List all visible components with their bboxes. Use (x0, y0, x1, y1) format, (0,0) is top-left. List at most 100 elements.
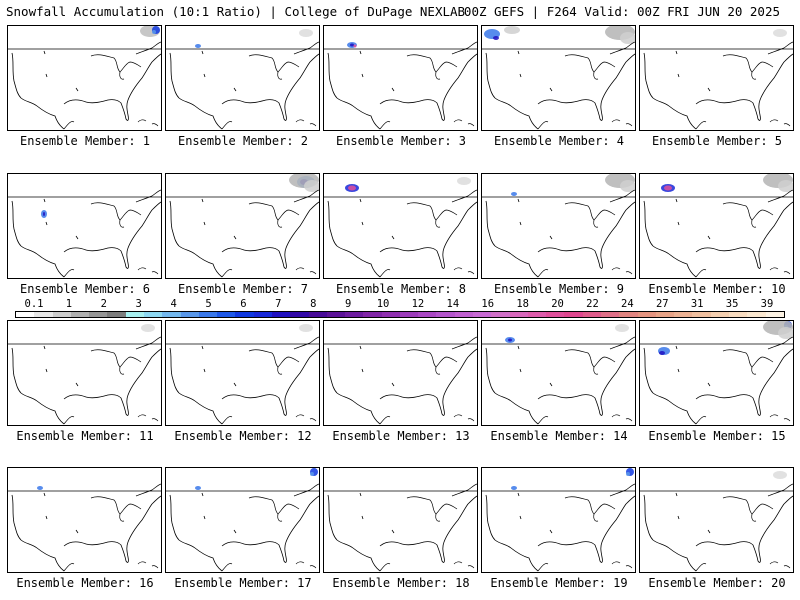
ensemble-member-label: Ensemble Member: 13 (332, 429, 470, 443)
ensemble-member-map (7, 25, 162, 131)
colorbar-swatch (89, 312, 108, 317)
ensemble-member-map (7, 173, 162, 279)
map-svg (8, 483, 161, 572)
colorbar-swatch (619, 312, 638, 317)
ensemble-member-label: Ensemble Member: 14 (490, 429, 628, 443)
ensemble-member-label: Ensemble Member: 19 (490, 576, 628, 590)
colorbar-swatch (655, 312, 675, 317)
ensemble-member-map (165, 467, 320, 573)
ensemble-member-map (165, 320, 320, 426)
ensemble-member-map (481, 25, 636, 131)
colorbar-tick-label: 4 (170, 298, 177, 310)
colorbar-swatch (509, 312, 528, 317)
colorbar-tick-label: 27 (655, 298, 669, 310)
colorbar-swatch (728, 312, 748, 317)
colorbar-swatch (125, 312, 144, 317)
colorbar-swatch (107, 312, 126, 317)
colorbar-swatch (765, 312, 784, 317)
colorbar-swatch (162, 312, 181, 317)
colorbar-swatch (308, 312, 327, 317)
map-svg (640, 174, 793, 278)
colorbar-tick-label: 10 (376, 298, 390, 310)
map-svg (8, 189, 161, 278)
map-svg (640, 29, 793, 130)
ensemble-member-map (7, 320, 162, 426)
colorbar-swatch (436, 312, 455, 317)
colorbar-tick-label: 35 (725, 298, 739, 310)
colorbar-swatch (363, 312, 382, 317)
colorbar-tick-label: 24 (621, 298, 634, 310)
ensemble-member-label: Ensemble Member: 5 (651, 134, 783, 148)
colorbar-swatch (747, 312, 766, 317)
ensemble-member-map (639, 467, 794, 573)
colorbar-swatch (271, 312, 291, 317)
colorbar-tick-label: 12 (411, 298, 425, 310)
colorbar-tick-label: 14 (446, 298, 460, 310)
map-svg (482, 174, 635, 278)
colorbar-swatch (710, 312, 729, 317)
colorbar-tick-label: 0.1 (24, 298, 44, 310)
ensemble-member-map (639, 320, 794, 426)
colorbar-swatch (217, 312, 236, 317)
colorbar-swatch (52, 312, 71, 317)
colorbar-tick-labels: 0.1 1 2 3 4 5 6 7 8 9 10 12 14 16 18 20 22 24 27 31 35 39 (15, 298, 785, 310)
ensemble-member-map (639, 173, 794, 279)
ensemble-member-map (639, 25, 794, 131)
ensemble-member-label: Ensemble Member: 17 (174, 576, 312, 590)
colorbar-swatch (235, 312, 254, 317)
colorbar-tick-label: 22 (586, 298, 599, 310)
colorbar-swatch (564, 312, 583, 317)
ensemble-member-label: Ensemble Member: 20 (648, 576, 786, 590)
ensemble-member-map (7, 467, 162, 573)
colorbar-swatch (16, 312, 35, 317)
map-svg (324, 483, 477, 572)
colorbar-tick-label: 31 (690, 298, 704, 310)
colorbar-tick-label: 2 (100, 298, 107, 310)
map-svg (482, 324, 635, 425)
map-svg (166, 29, 319, 130)
map-svg (324, 336, 477, 425)
ensemble-member-map (323, 173, 478, 279)
ensemble-member-label: Ensemble Member: 18 (332, 576, 470, 590)
colorbar-swatch (253, 312, 272, 317)
colorbar-tick-label: 1 (65, 298, 73, 310)
colorbar-swatch (527, 312, 547, 317)
colorbar-swatch (546, 312, 565, 317)
colorbar-swatch (290, 312, 309, 317)
colorbar-swatch (637, 312, 656, 317)
map-svg (324, 41, 477, 130)
colorbar-swatch (491, 312, 510, 317)
colorbar-tick-label: 5 (205, 298, 212, 310)
colorbar-tick-label: 16 (481, 298, 495, 310)
ensemble-member-label: Ensemble Member: 15 (648, 429, 786, 443)
ensemble-member-map (165, 173, 320, 279)
ensemble-member-label: Ensemble Member: 16 (16, 576, 154, 590)
ensemble-member-label: Ensemble Member: 4 (493, 134, 625, 148)
ensemble-member-label: Ensemble Member: 3 (335, 134, 467, 148)
colorbar (15, 311, 785, 318)
map-svg (166, 174, 319, 278)
colorbar-swatch (198, 312, 218, 317)
colorbar-swatch (180, 312, 199, 317)
map-svg (482, 468, 635, 572)
map-svg (324, 177, 477, 278)
colorbar-tick-label: 18 (516, 298, 529, 310)
ensemble-member-label: Ensemble Member: 10 (648, 282, 786, 296)
ensemble-member-map (481, 173, 636, 279)
map-svg (166, 324, 319, 425)
ensemble-member-map (165, 25, 320, 131)
colorbar-tick-label: 20 (551, 298, 564, 310)
colorbar-tick-label: 3 (135, 298, 142, 310)
map-svg (8, 26, 161, 130)
colorbar-swatch (381, 312, 400, 317)
colorbar-tick-label: 7 (275, 298, 282, 310)
colorbar-swatch (399, 312, 419, 317)
colorbar-swatch (582, 312, 601, 317)
colorbar-swatch (326, 312, 346, 317)
ensemble-member-map (323, 320, 478, 426)
colorbar-swatch (345, 312, 364, 317)
map-svg (640, 321, 793, 425)
colorbar-swatch (143, 312, 163, 317)
colorbar-swatch (674, 312, 693, 317)
